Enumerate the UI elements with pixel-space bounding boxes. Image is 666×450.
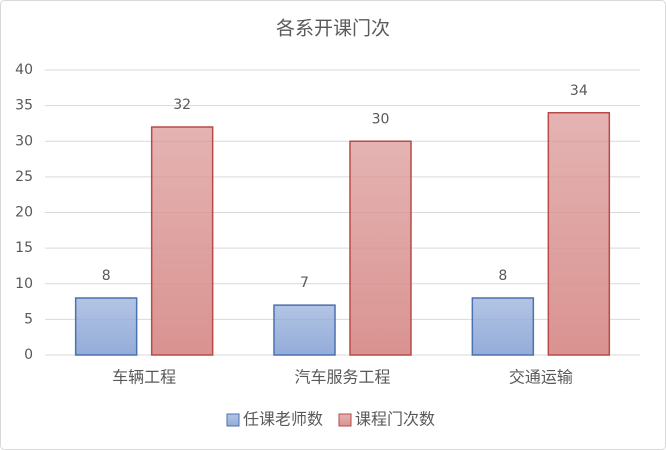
y-tick-label: 40 — [15, 62, 33, 78]
y-tick-label: 0 — [24, 347, 33, 363]
y-tick-label: 15 — [15, 240, 33, 256]
data-label: 32 — [173, 97, 191, 113]
chart-title: 各系开课门次 — [276, 18, 390, 40]
legend-label: 任课老师数 — [243, 410, 323, 429]
y-tick-label: 10 — [15, 276, 33, 292]
x-tick-label: 车辆工程 — [112, 368, 176, 387]
bar — [74, 297, 138, 356]
y-tick-label: 25 — [15, 169, 33, 185]
y-tick-label: 30 — [15, 133, 33, 149]
y-tick-label: 5 — [24, 311, 33, 327]
data-label: 8 — [498, 268, 507, 284]
bar — [150, 126, 214, 356]
legend-swatch — [338, 413, 352, 427]
legend-swatch — [226, 413, 240, 427]
legend-label: 课程门次数 — [355, 410, 435, 429]
data-label: 34 — [570, 83, 588, 99]
data-label: 8 — [102, 268, 111, 284]
bar — [273, 304, 336, 356]
bar — [349, 140, 412, 356]
data-label: 30 — [372, 111, 390, 127]
data-label: 7 — [300, 275, 309, 291]
x-tick-label: 汽车服务工程 — [294, 368, 390, 387]
y-tick-label: 20 — [15, 205, 33, 221]
bar — [547, 112, 611, 356]
bar — [471, 297, 535, 356]
y-tick-label: 35 — [15, 98, 33, 114]
x-tick-label: 交通运输 — [509, 368, 573, 387]
